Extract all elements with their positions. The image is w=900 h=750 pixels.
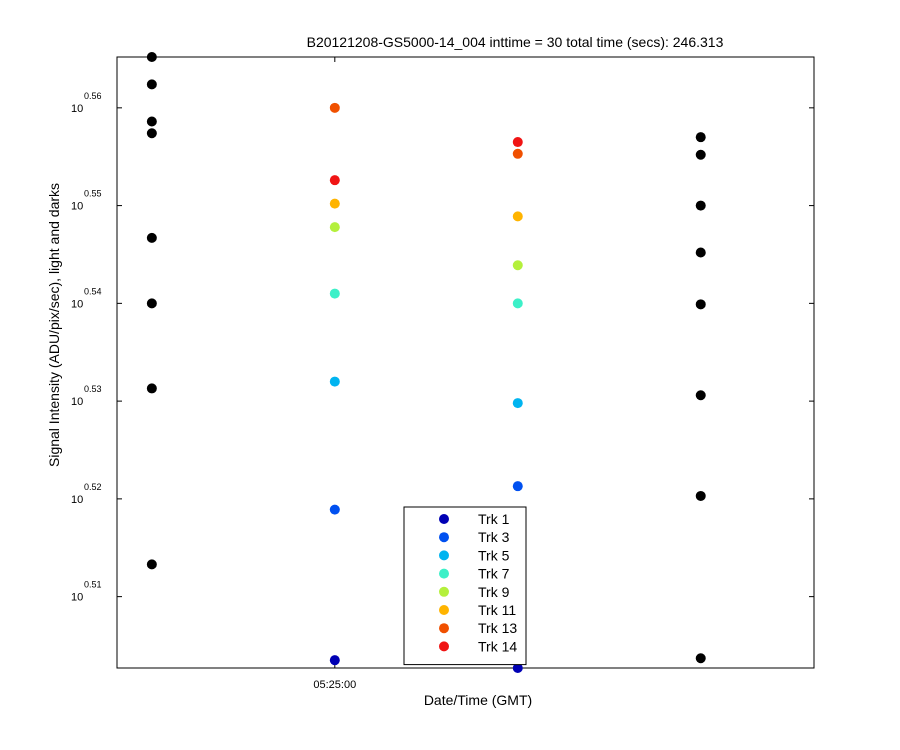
dark-point — [146, 383, 157, 394]
legend-label: Trk 7 — [478, 566, 510, 582]
legend-marker — [439, 586, 449, 597]
y-tick-exponent: 0.56 — [84, 91, 102, 101]
dark-point — [146, 79, 157, 90]
legend-label: Trk 9 — [478, 584, 510, 600]
dark-point — [695, 299, 706, 310]
y-tick-exponent: 0.51 — [84, 580, 102, 590]
legend-marker — [439, 623, 449, 634]
legend-label: Trk 1 — [478, 511, 510, 527]
y-tick-exponent: 0.55 — [84, 189, 102, 199]
x-tick-label: 05:25:00 — [313, 679, 356, 691]
dark-point — [695, 247, 706, 258]
x-axis-label: Date/Time (GMT) — [424, 692, 532, 708]
track-point — [329, 655, 340, 666]
track-point — [512, 481, 523, 492]
legend-label: Trk 5 — [478, 547, 510, 563]
legend-box — [403, 506, 527, 666]
dark-point — [695, 149, 706, 160]
legend-label: Trk 14 — [478, 638, 517, 654]
legend-marker — [439, 532, 449, 543]
legend: Trk 1 Trk 3 Trk 5 Trk 7 Trk 9 Trk 11 Trk 13 Trk… — [403, 506, 527, 666]
track-point — [329, 288, 340, 299]
track-point — [512, 211, 523, 222]
y-tick-label: 10 — [71, 592, 83, 604]
dark-point — [695, 653, 706, 664]
legend-marker — [439, 568, 449, 579]
y-tick-exponent: 0.53 — [84, 384, 102, 394]
y-tick-label: 10 — [71, 298, 83, 310]
track-point — [512, 260, 523, 271]
track-point — [329, 175, 340, 186]
track-point — [512, 398, 523, 409]
y-axis-label: Signal Intensity (ADU/pix/sec), light an… — [46, 183, 62, 467]
dark-point — [695, 490, 706, 501]
legend-marker — [439, 550, 449, 561]
dark-point — [146, 128, 157, 139]
dark-point — [695, 200, 706, 211]
dark-point — [146, 232, 157, 243]
dark-point — [146, 559, 157, 570]
legend-marker — [439, 641, 449, 652]
y-tick-label: 10 — [71, 396, 83, 408]
track-point — [512, 663, 523, 673]
legend-label: Trk 11 — [478, 602, 516, 618]
track-point — [512, 137, 523, 148]
track-point — [512, 298, 523, 309]
y-tick-label: 10 — [71, 103, 83, 115]
y-tick-exponent: 0.54 — [84, 286, 102, 296]
x-axis-ticks: 05:25:00 — [313, 57, 356, 691]
dark-point — [146, 116, 157, 127]
chart-title: B20121208-GS5000-14_004 inttime = 30 tot… — [307, 34, 724, 50]
dark-point — [146, 298, 157, 309]
legend-marker — [439, 514, 449, 524]
track-point — [329, 376, 340, 387]
y-tick-label: 10 — [71, 201, 83, 213]
data-points — [146, 52, 706, 673]
legend-marker — [439, 605, 449, 615]
track-point — [329, 102, 340, 113]
legend-label: Trk 3 — [478, 529, 510, 545]
track-point — [512, 148, 523, 159]
dark-point — [695, 132, 706, 143]
track-point — [329, 222, 340, 233]
y-tick-label: 10 — [71, 494, 83, 506]
y-tick-exponent: 0.52 — [84, 482, 102, 492]
dark-point — [695, 390, 706, 401]
dark-point — [146, 52, 157, 62]
legend-label: Trk 13 — [478, 620, 517, 636]
track-point — [329, 198, 340, 209]
track-point — [329, 504, 340, 515]
